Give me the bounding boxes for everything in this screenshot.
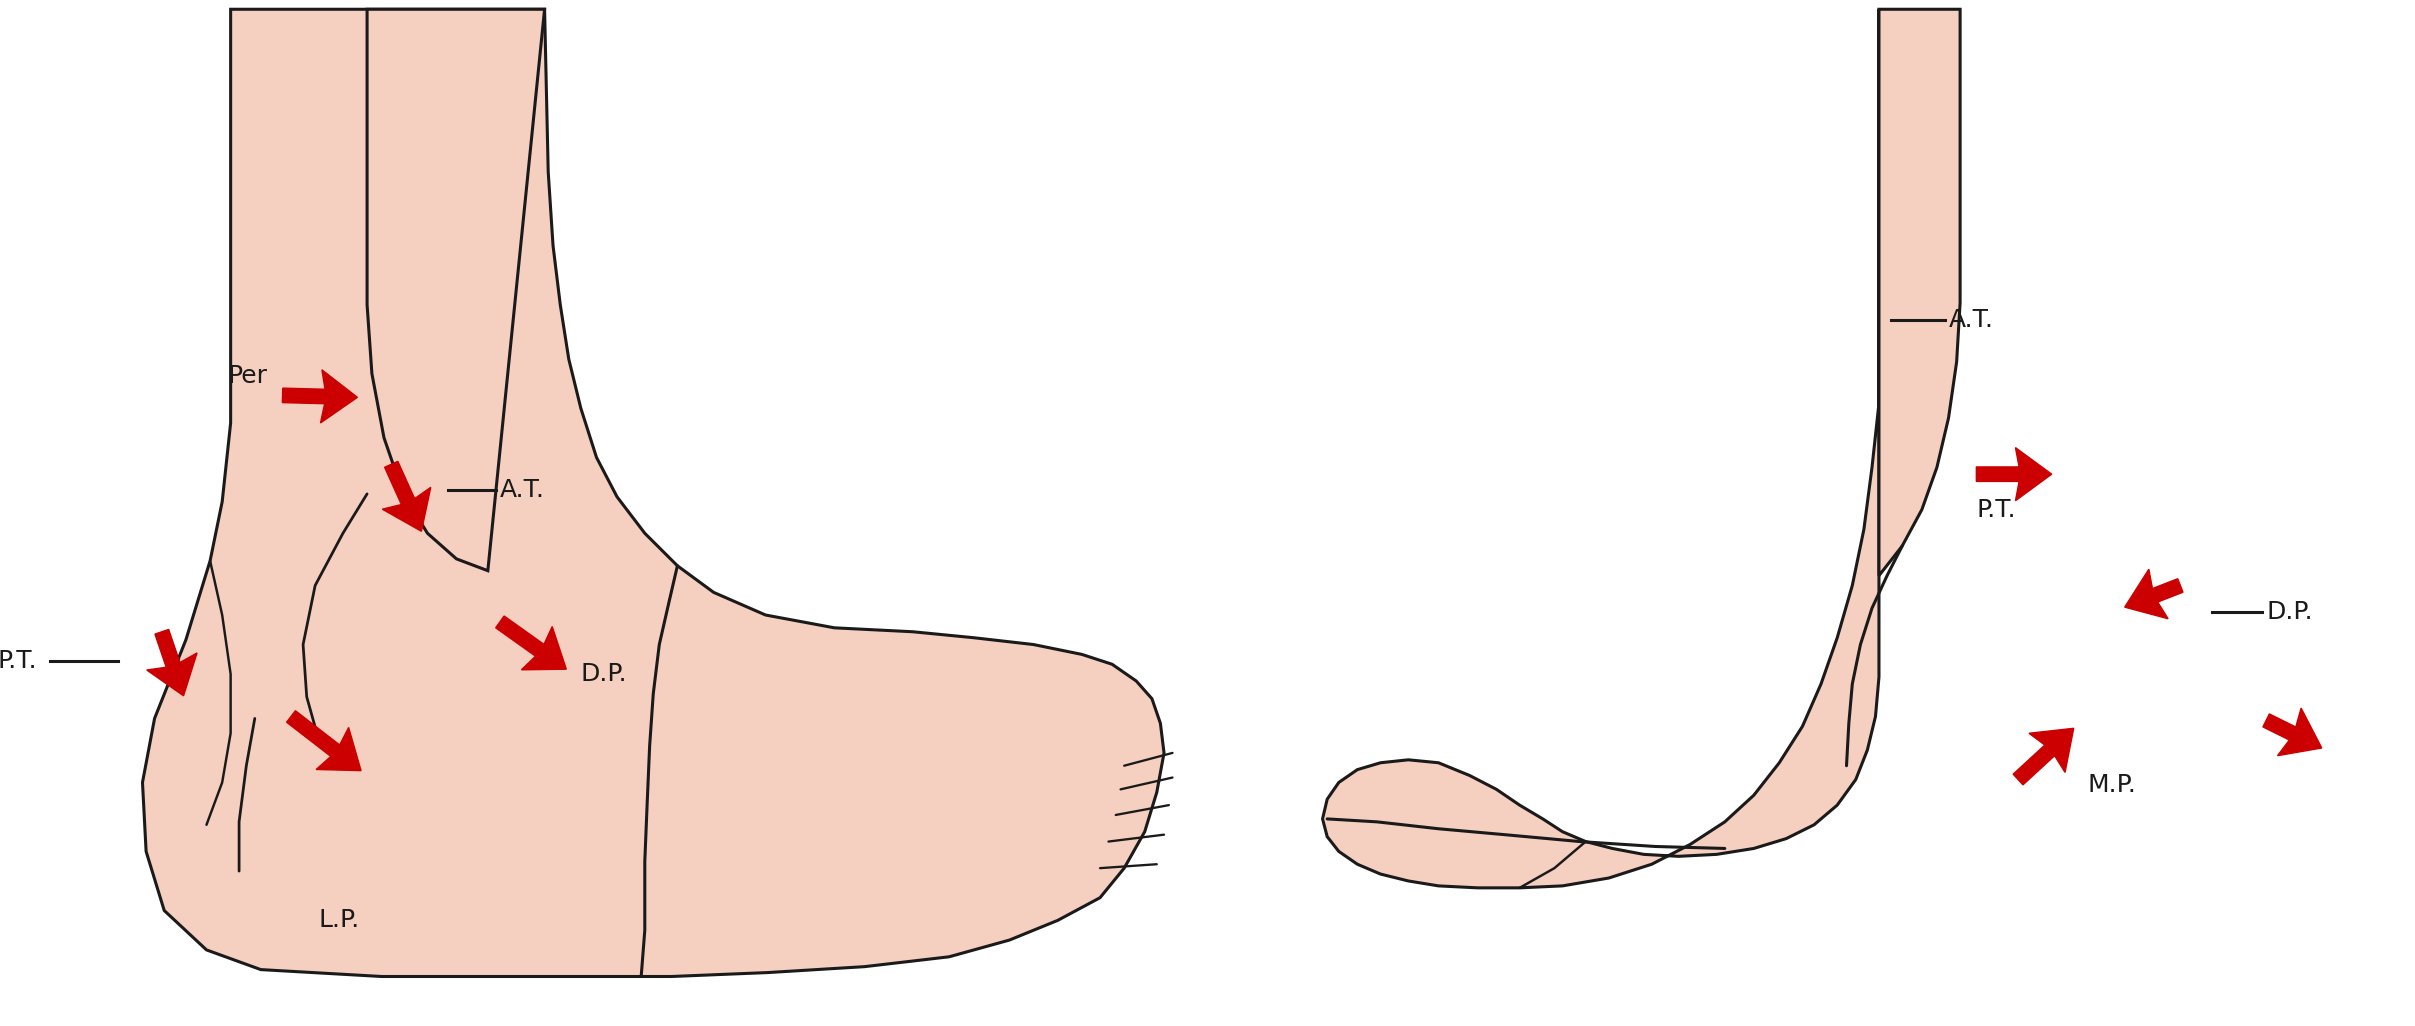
FancyArrow shape xyxy=(147,629,198,696)
FancyArrow shape xyxy=(2263,708,2321,756)
Polygon shape xyxy=(142,9,1164,977)
FancyArrow shape xyxy=(382,462,430,531)
Text: P.T.: P.T. xyxy=(1975,498,2017,521)
FancyArrow shape xyxy=(2125,569,2183,619)
Polygon shape xyxy=(1323,9,1879,887)
Text: M.P.: M.P. xyxy=(2087,774,2137,797)
FancyArrow shape xyxy=(2014,728,2074,785)
FancyArrow shape xyxy=(287,711,362,771)
Text: D.P.: D.P. xyxy=(2265,600,2314,624)
FancyArrow shape xyxy=(1975,447,2053,501)
Text: Per: Per xyxy=(227,363,268,388)
Polygon shape xyxy=(1879,9,1961,576)
FancyArrow shape xyxy=(495,616,565,670)
FancyArrow shape xyxy=(283,369,357,423)
Text: D.P.: D.P. xyxy=(580,662,628,686)
Text: P.T.: P.T. xyxy=(0,649,36,673)
Text: A.T.: A.T. xyxy=(1949,308,1992,331)
Text: A.T.: A.T. xyxy=(500,478,546,502)
Text: L.P.: L.P. xyxy=(319,908,360,933)
Polygon shape xyxy=(367,9,543,570)
